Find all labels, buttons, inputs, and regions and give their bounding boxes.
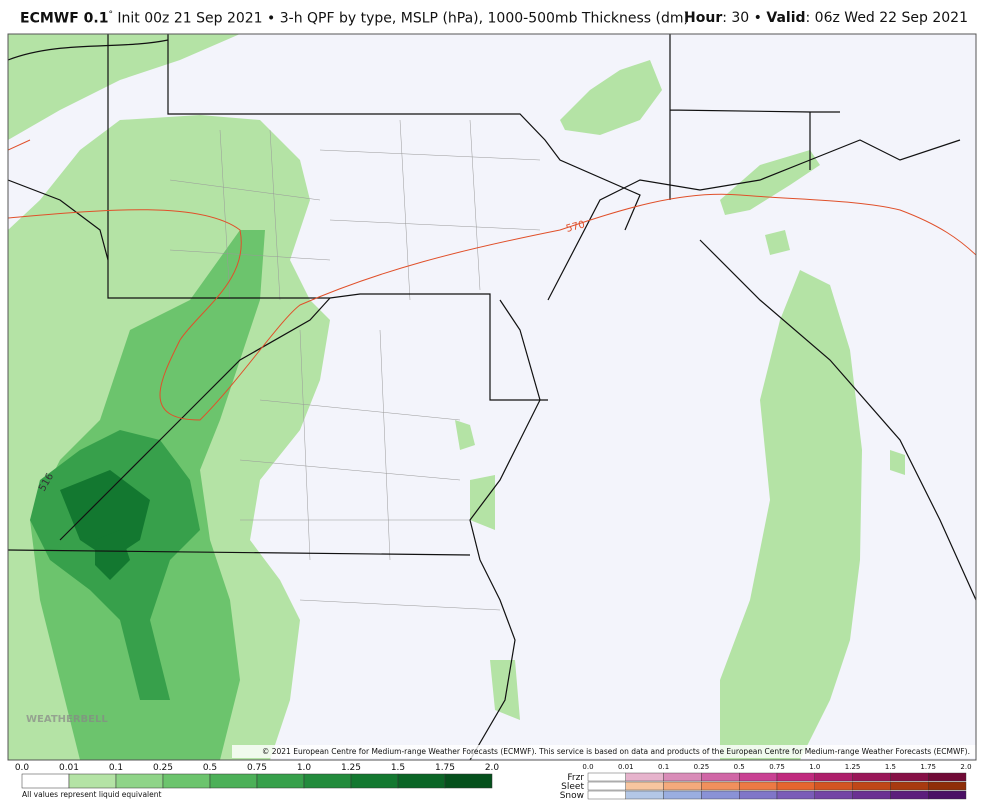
rain-label: 0.25	[153, 763, 173, 773]
county-lines	[169, 119, 541, 611]
rain-label: 1.5	[391, 763, 405, 773]
mixed-swatch	[890, 781, 929, 791]
mixed-swatch	[625, 772, 664, 782]
mixed-label: 1.0	[809, 763, 820, 771]
rain-swatch	[303, 773, 352, 789]
rain-swatch	[21, 773, 70, 789]
rain-label: 1.25	[341, 763, 361, 773]
map: 570 516 WEATHERBELL © 2021 European Cent…	[7, 33, 977, 761]
mixed-swatch	[739, 772, 778, 782]
thickness-contours	[8, 139, 976, 421]
mixed-swatch	[928, 781, 967, 791]
rain-swatch	[209, 773, 258, 789]
mixed-swatch	[776, 772, 815, 782]
mixed-label: 1.75	[920, 763, 936, 771]
mixed-label: 0.01	[618, 763, 634, 771]
mixed-swatch	[852, 790, 891, 800]
mixed-swatch	[587, 772, 626, 782]
mixed-swatch	[739, 781, 778, 791]
rain-label: 0.1	[109, 763, 123, 773]
model: ECMWF 0.1	[20, 10, 109, 27]
valid-time: Hour: 30 • Valid: 06z Wed 22 Sep 2021	[684, 10, 968, 26]
mixed-row-name: Snow	[560, 791, 584, 801]
mixed-label: 0.25	[694, 763, 710, 771]
valid-value: : 06z Wed 22 Sep 2021	[805, 10, 968, 26]
mixed-swatch	[663, 781, 702, 791]
mixed-label: 0.5	[734, 763, 745, 771]
mixed-swatch	[625, 790, 664, 800]
mixed-row-name: Frzr	[567, 773, 584, 783]
mixed-swatch	[814, 781, 853, 791]
rain-label: 0.75	[247, 763, 267, 773]
rain-label: 0.01	[59, 763, 79, 773]
mixed-swatch	[852, 781, 891, 791]
degree: °	[108, 10, 113, 20]
rain-label: 0.0	[15, 763, 30, 773]
mixed-swatch	[852, 772, 891, 782]
map-frame	[7, 33, 977, 761]
mixed-swatch	[776, 781, 815, 791]
rain-label: 1.75	[435, 763, 455, 773]
mixed-swatch	[739, 790, 778, 800]
watermark: WEATHERBELL	[26, 714, 108, 725]
mixed-row-name: Sleet	[561, 782, 584, 792]
copyright: © 2021 European Centre for Medium-range …	[262, 747, 970, 756]
mixed-swatch	[814, 790, 853, 800]
mixed-swatch	[776, 790, 815, 800]
mixed-swatch	[701, 781, 740, 791]
hour-value: : 30 •	[722, 10, 767, 26]
mixed-label: 0.75	[769, 763, 785, 771]
rain-swatch	[444, 773, 493, 789]
mixed-label: 2.0	[960, 763, 971, 771]
mixed-label: 1.25	[845, 763, 861, 771]
rain-label: 0.5	[203, 763, 217, 773]
rain-swatch	[115, 773, 164, 789]
mixed-swatch	[701, 790, 740, 800]
mixed-swatch	[928, 772, 967, 782]
rain-label: 1.0	[297, 763, 312, 773]
rain-swatch	[397, 773, 446, 789]
mixed-swatch	[663, 772, 702, 782]
mixed-swatch	[701, 772, 740, 782]
valid-label: Valid	[766, 10, 806, 26]
mixed-swatch	[587, 781, 626, 791]
mixed-swatch	[587, 790, 626, 800]
mixed-swatch	[928, 790, 967, 800]
rain-swatch	[68, 773, 117, 789]
mixed-swatch	[890, 772, 929, 782]
mixed-label: 0.1	[658, 763, 669, 771]
rain-swatch	[162, 773, 211, 789]
rain-swatch	[350, 773, 399, 789]
precip-heaviest	[60, 470, 150, 580]
rain-note: All values represent liquid equivalent	[22, 790, 161, 799]
boundaries	[8, 34, 976, 760]
copyright-bg	[232, 745, 976, 758]
description: Init 00z 21 Sep 2021 • 3-h QPF by type, …	[112, 10, 689, 27]
hour-label: Hour	[684, 10, 723, 26]
mixed-label: 0.0	[582, 763, 593, 771]
rain-swatch	[256, 773, 305, 789]
mixed-swatch	[625, 781, 664, 791]
mixed-swatch	[663, 790, 702, 800]
mixed-swatch	[814, 772, 853, 782]
mixed-swatch	[890, 790, 929, 800]
mixed-label: 1.5	[885, 763, 896, 771]
title: ECMWF 0.1° Init 00z 21 Sep 2021 • 3-h QP…	[20, 10, 689, 27]
contour-label: 570	[565, 219, 586, 235]
rain-label: 2.0	[485, 763, 500, 773]
